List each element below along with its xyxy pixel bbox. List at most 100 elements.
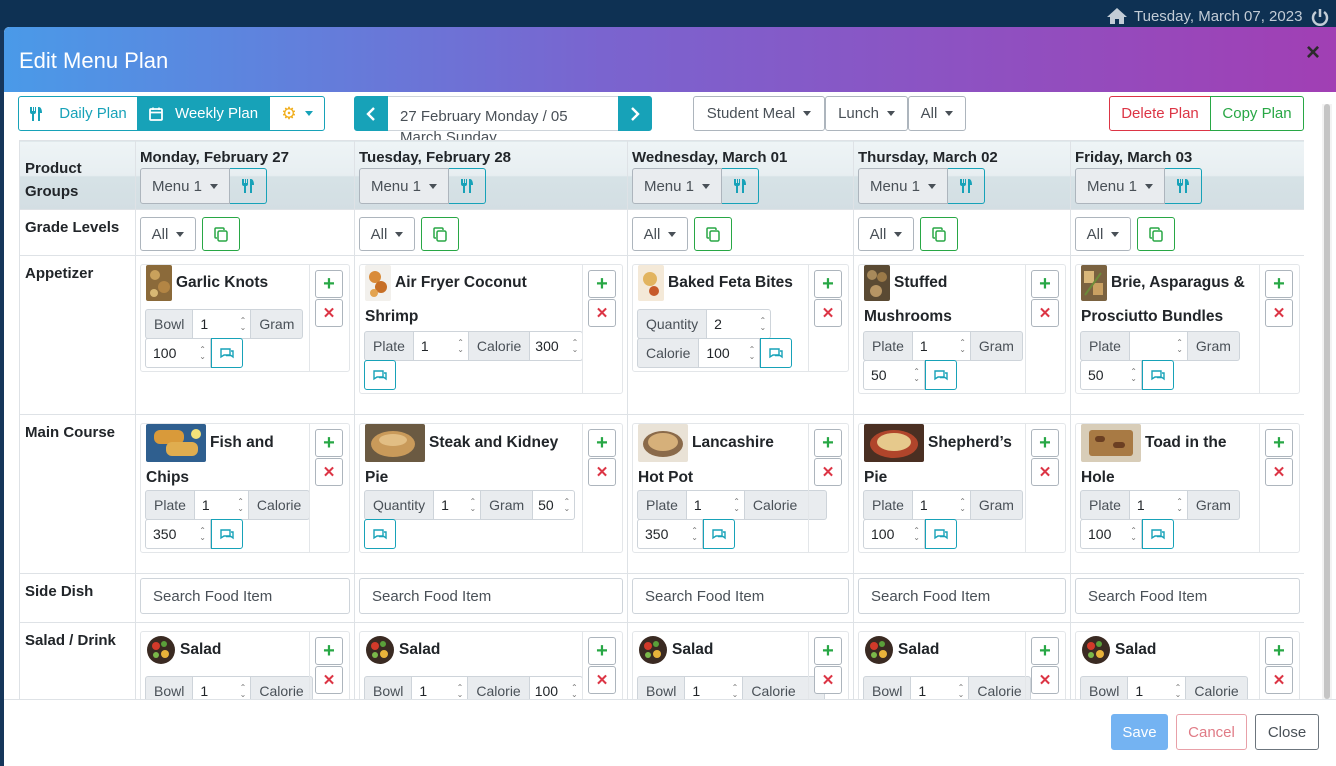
remove-item-button[interactable]: ✕ bbox=[814, 299, 842, 327]
spinner-icon[interactable]: ⌃ ⌄ bbox=[691, 526, 698, 542]
remove-item-button[interactable]: ✕ bbox=[315, 666, 343, 694]
remove-item-button[interactable]: ✕ bbox=[1031, 458, 1059, 486]
menu-select[interactable]: Menu 1 bbox=[140, 168, 230, 204]
spinner-icon[interactable]: ⌃ ⌄ bbox=[733, 497, 740, 513]
copy-plan-button[interactable]: Copy Plan bbox=[1210, 96, 1304, 131]
remove-item-button[interactable]: ✕ bbox=[1265, 666, 1293, 694]
add-item-button[interactable]: + bbox=[1265, 429, 1293, 457]
spinner-icon[interactable]: ⌃ ⌄ bbox=[571, 338, 579, 354]
menu-items-button[interactable] bbox=[449, 168, 486, 204]
comment-button[interactable] bbox=[703, 519, 735, 549]
comment-button[interactable] bbox=[760, 338, 793, 368]
close-button[interactable]: Close bbox=[1255, 714, 1319, 750]
comment-button[interactable] bbox=[1142, 360, 1174, 390]
quantity-input[interactable]: 2 ⌃ ⌄ bbox=[707, 309, 772, 339]
menu-items-button[interactable] bbox=[230, 168, 267, 204]
remove-item-button[interactable]: ✕ bbox=[1265, 458, 1293, 486]
spinner-icon[interactable]: ⌃ ⌄ bbox=[456, 683, 464, 699]
copy-button[interactable] bbox=[202, 217, 240, 251]
prev-week-button[interactable] bbox=[354, 96, 388, 131]
spinner-icon[interactable]: ⌃ ⌄ bbox=[957, 683, 965, 699]
search-food-input[interactable]: Search Food Item bbox=[359, 578, 623, 614]
spinner-icon[interactable]: ⌃ ⌄ bbox=[913, 526, 920, 542]
measure-input[interactable]: 100 ⌃ ⌄ bbox=[529, 676, 583, 700]
spinner-icon[interactable]: ⌃ ⌄ bbox=[748, 345, 756, 361]
search-food-input[interactable]: Search Food Item bbox=[858, 578, 1066, 614]
comment-button[interactable] bbox=[364, 519, 396, 549]
measure-input[interactable]: 100 ⌃ ⌄ bbox=[863, 519, 925, 549]
add-item-button[interactable]: + bbox=[315, 429, 343, 457]
remove-item-button[interactable]: ✕ bbox=[1031, 299, 1059, 327]
grade-level-select[interactable]: All bbox=[1075, 217, 1131, 251]
remove-item-button[interactable]: ✕ bbox=[315, 458, 343, 486]
spinner-icon[interactable]: ⌃ ⌄ bbox=[1130, 526, 1137, 542]
remove-item-button[interactable]: ✕ bbox=[1265, 299, 1293, 327]
quantity-input[interactable]: 1 ⌃ ⌄ bbox=[412, 676, 469, 700]
comment-button[interactable] bbox=[1142, 519, 1174, 549]
meal-type-select[interactable]: Student Meal bbox=[693, 96, 825, 131]
comment-button[interactable] bbox=[925, 519, 957, 549]
quantity-input[interactable]: 1 ⌃ ⌄ bbox=[1128, 676, 1187, 700]
weekly-plan-button[interactable]: Weekly Plan bbox=[137, 96, 270, 131]
add-item-button[interactable]: + bbox=[814, 270, 842, 298]
power-icon[interactable] bbox=[1310, 7, 1330, 30]
measure-input[interactable]: 350 ⌃ ⌄ bbox=[145, 519, 211, 549]
quantity-input[interactable]: 1 ⌃ ⌄ bbox=[1129, 490, 1188, 520]
vertical-scrollbar[interactable] bbox=[1322, 104, 1332, 699]
daily-plan-button[interactable]: Daily Plan bbox=[18, 96, 138, 131]
add-item-button[interactable]: + bbox=[1031, 270, 1059, 298]
remove-item-button[interactable]: ✕ bbox=[814, 458, 842, 486]
spinner-icon[interactable]: ⌃ ⌄ bbox=[731, 683, 739, 699]
menu-items-button[interactable] bbox=[948, 168, 985, 204]
next-week-button[interactable] bbox=[618, 96, 652, 131]
spinner-icon[interactable]: ⌃ ⌄ bbox=[959, 497, 966, 513]
search-food-input[interactable]: Search Food Item bbox=[140, 578, 350, 614]
measure-input[interactable]: 100 ⌃ ⌄ bbox=[1080, 519, 1142, 549]
spinner-icon[interactable]: ⌃ ⌄ bbox=[457, 338, 464, 354]
copy-button[interactable] bbox=[421, 217, 459, 251]
quantity-input[interactable]: 1 ⌃ ⌄ bbox=[911, 676, 970, 700]
quantity-input[interactable]: 1 ⌃ ⌄ bbox=[685, 676, 744, 700]
remove-item-button[interactable]: ✕ bbox=[588, 299, 616, 327]
add-item-button[interactable]: + bbox=[1265, 270, 1293, 298]
spinner-icon[interactable]: ⌃ ⌄ bbox=[759, 316, 767, 332]
quantity-input[interactable]: 1 ⌃ ⌄ bbox=[686, 490, 745, 520]
add-item-button[interactable]: + bbox=[814, 429, 842, 457]
search-food-input[interactable]: Search Food Item bbox=[1075, 578, 1300, 614]
quantity-input[interactable]: 1 ⌃ ⌄ bbox=[912, 490, 971, 520]
add-item-button[interactable]: + bbox=[315, 270, 343, 298]
measure-input[interactable]: 350 ⌃ ⌄ bbox=[637, 519, 703, 549]
grade-level-select[interactable]: All bbox=[632, 217, 688, 251]
spinner-icon[interactable]: ⌃ ⌄ bbox=[199, 345, 206, 361]
copy-button[interactable] bbox=[1137, 217, 1175, 251]
spinner-icon[interactable]: ⌃ ⌄ bbox=[1130, 367, 1137, 383]
menu-select[interactable]: Menu 1 bbox=[632, 168, 722, 204]
scrollbar-thumb[interactable] bbox=[1324, 104, 1330, 699]
remove-item-button[interactable]: ✕ bbox=[315, 299, 343, 327]
remove-item-button[interactable]: ✕ bbox=[588, 666, 616, 694]
grade-level-select[interactable]: All bbox=[359, 217, 415, 251]
spinner-icon[interactable]: ⌃ ⌄ bbox=[237, 497, 244, 513]
remove-item-button[interactable]: ✕ bbox=[588, 458, 616, 486]
spinner-icon[interactable]: ⌃ ⌄ bbox=[959, 338, 966, 354]
measure-input[interactable]: 100 ⌃ ⌄ bbox=[699, 338, 761, 368]
grade-level-select[interactable]: All bbox=[858, 217, 914, 251]
measure-input[interactable]: 50 ⌃ ⌄ bbox=[533, 490, 576, 520]
quantity-input[interactable]: 1 ⌃ ⌄ bbox=[193, 309, 252, 339]
spinner-icon[interactable]: ⌃ ⌄ bbox=[563, 497, 571, 513]
quantity-input[interactable]: 1 ⌃ ⌄ bbox=[434, 490, 482, 520]
add-item-button[interactable]: + bbox=[1031, 429, 1059, 457]
spinner-icon[interactable]: ⌃ ⌄ bbox=[469, 497, 477, 513]
settings-dropdown[interactable]: ⚙ bbox=[269, 96, 325, 131]
measure-input[interactable]: 50 ⌃ ⌄ bbox=[1080, 360, 1142, 390]
comment-button[interactable] bbox=[925, 360, 957, 390]
menu-select[interactable]: Menu 1 bbox=[1075, 168, 1165, 204]
quantity-input[interactable]: 1 ⌃ ⌄ bbox=[413, 331, 469, 361]
copy-button[interactable] bbox=[920, 217, 958, 251]
search-food-input[interactable]: Search Food Item bbox=[632, 578, 849, 614]
measure-input[interactable]: 300 ⌃ ⌄ bbox=[530, 331, 584, 361]
meal-time-select[interactable]: Lunch bbox=[825, 96, 908, 131]
quantity-input[interactable]: 1 ⌃ ⌄ bbox=[193, 676, 252, 700]
comment-button[interactable] bbox=[211, 519, 243, 549]
add-item-button[interactable]: + bbox=[1265, 637, 1293, 665]
